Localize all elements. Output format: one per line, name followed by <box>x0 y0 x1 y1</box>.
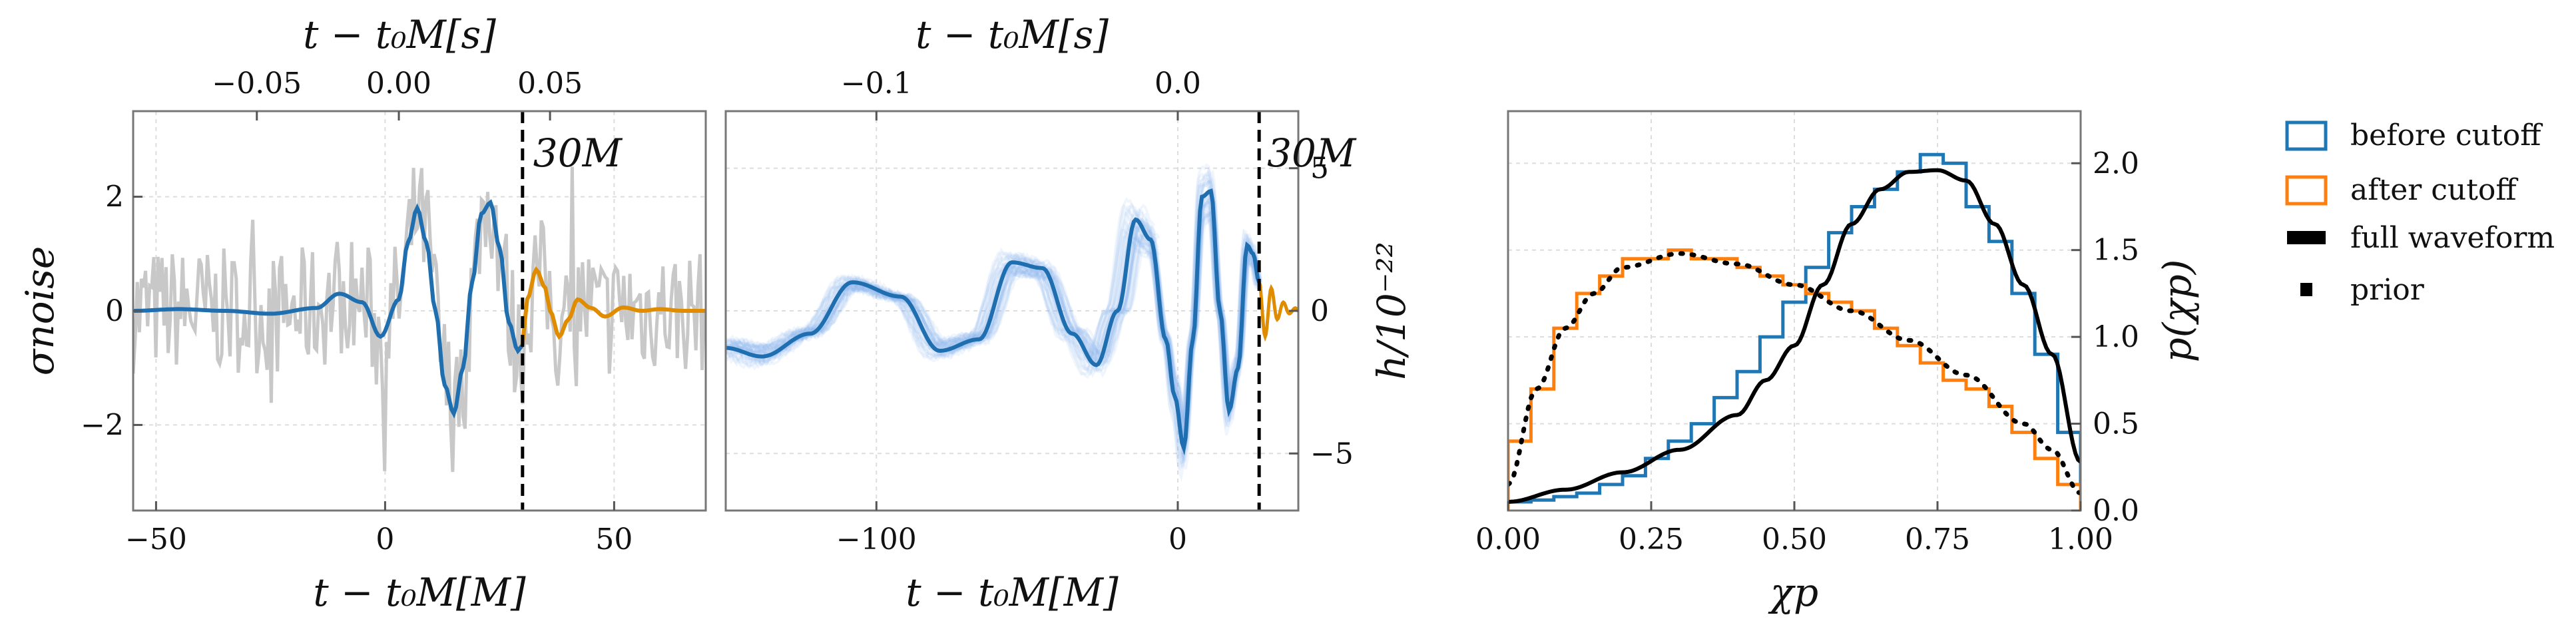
p2-ylabel: h/10⁻²² <box>1369 242 1414 380</box>
p3-ytick-label: 0.0 <box>2093 494 2139 528</box>
p3-ytick-label: 2.0 <box>2093 146 2139 180</box>
p2-top-xtick-label: −0.1 <box>841 67 912 101</box>
p1-cutoff-label: 30M <box>533 130 623 176</box>
p2-posterior-sample <box>736 214 1264 421</box>
p2-posterior-sample <box>736 190 1264 451</box>
p2-ytick-label: 5 <box>1310 152 1329 186</box>
p2-posterior-sample <box>726 202 1256 437</box>
p2-posterior-sample <box>726 192 1257 443</box>
p3-xtick-label: 0.75 <box>1905 523 1970 556</box>
legend-label-before: before cutoff <box>2350 118 2543 152</box>
p3-ticks: 0.00 0.25 0.50 0.75 1.000.0 0.5 1.0 1.5 2.0 <box>1475 146 2139 556</box>
p2-top-xlabel: t − t₀M[s] <box>915 12 1109 57</box>
legend-swatch-prior <box>2300 283 2312 296</box>
p2-xtick-label: −100 <box>836 523 917 556</box>
panel-chi-p: 0.00 0.25 0.50 0.75 1.000.0 0.5 1.0 1.5 2.0 χp p… <box>1475 110 2200 615</box>
p1-ylabel: σnoise <box>17 246 63 376</box>
legend-label-after: after cutoff <box>2350 173 2518 207</box>
p3-ytick-label: 1.5 <box>2093 234 2139 268</box>
p3-hist-after-cutoff <box>1508 248 2081 511</box>
p2-xtick-label: 0 <box>1168 523 1187 556</box>
p1-top-xtick-label: 0.00 <box>366 67 431 101</box>
p1-xtick-label: 0 <box>376 523 394 556</box>
p1-reconstruction-after-line <box>520 266 706 345</box>
p1-xtick-label: −50 <box>125 523 187 556</box>
p1-xtick-label: 50 <box>595 523 633 556</box>
p2-posterior-sample <box>734 204 1264 435</box>
p3-xtick-label: 0.25 <box>1619 523 1684 556</box>
p3-xtick-label: 0.00 <box>1475 523 1541 556</box>
p1-xlabel: t − t₀M[M] <box>313 570 526 615</box>
p3-ylabel: p(χp) <box>2155 260 2200 363</box>
p2-posterior-sample <box>734 196 1263 445</box>
p1-top-xlabel: t − t₀M[s] <box>303 12 496 57</box>
p3-xtick-label: 1.00 <box>2048 523 2113 556</box>
p3-prior-line <box>1508 251 2081 496</box>
panel-whitened: −50 0 50 −0.05 0.00 0.05 −2 0 2 30M t − t₀M[M] t… <box>17 12 707 615</box>
p1-top-xtick-label: 0.05 <box>517 67 583 101</box>
legend-swatch-after <box>2285 175 2328 206</box>
p2-posterior-sample <box>726 162 1258 483</box>
legend-label-full: full waveform <box>2350 221 2555 255</box>
p2-xlabel: t − t₀M[M] <box>905 570 1119 615</box>
p2-cutoff-label: 30M <box>1267 130 1357 176</box>
p2-posterior-sample <box>726 212 1258 424</box>
legend-swatch-full <box>2287 231 2326 244</box>
p2-top-xtick-label: 0.0 <box>1155 67 1201 101</box>
p2-posterior-sample <box>734 210 1263 429</box>
p3-grid <box>1507 111 2081 511</box>
p1-ytick-label: −2 <box>81 408 124 442</box>
legend-label-prior: prior <box>2350 273 2425 307</box>
p3-xtick-label: 0.50 <box>1762 523 1827 556</box>
p2-ytick-label: 0 <box>1310 294 1329 328</box>
p2-ticks: −100 0 −0.1 0.0 5 0 −5 <box>836 67 1354 556</box>
p1-reconstruction-before-line <box>133 199 525 419</box>
legend-swatch-before <box>2285 120 2328 151</box>
p2-median-line <box>726 188 1262 456</box>
p1-ticks: −50 0 50 −0.05 0.00 0.05 −2 0 2 <box>81 67 633 556</box>
p2-grid <box>726 111 1298 511</box>
p1-ytick-label: 0 <box>105 294 124 328</box>
p3-ytick-label: 1.0 <box>2093 320 2139 354</box>
p3-hist-before-cutoff <box>1508 152 2081 511</box>
p1-top-xtick-label: −0.05 <box>212 67 302 101</box>
p1-ytick-label: 2 <box>105 180 124 214</box>
p3-xlabel: χp <box>1768 570 1818 615</box>
p2-ytick-label: −5 <box>1310 437 1354 471</box>
panel-posterior: −100 0 −0.1 0.0 5 0 −5 30M t − t₀M[M] t − t₀M[… <box>724 12 1414 615</box>
p2-posterior-sample <box>732 210 1263 427</box>
legend: before cutoff after cutoff full waveform… <box>2285 118 2555 307</box>
p2-posterior-sample <box>731 192 1263 444</box>
p3-full-waveform-line <box>1508 168 2081 504</box>
p3-ytick-label: 0.5 <box>2093 407 2139 441</box>
p2-after-cutoff-line <box>1257 282 1298 342</box>
